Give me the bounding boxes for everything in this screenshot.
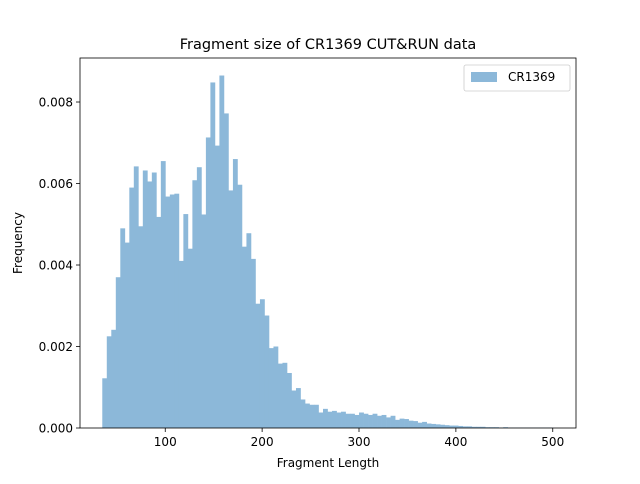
histogram-bar [373, 414, 378, 428]
histogram-bar [386, 417, 391, 428]
chart-title: Fragment size of CR1369 CUT&RUN data [180, 37, 477, 53]
histogram-bar [147, 181, 152, 428]
histogram-bar [359, 413, 364, 428]
histogram-bar [264, 316, 269, 428]
y-tick-label: 0.004 [39, 258, 73, 272]
histogram-bar [291, 391, 296, 428]
histogram-bar [368, 415, 373, 428]
histogram-bar [287, 373, 292, 428]
histogram-bar [310, 405, 315, 428]
y-tick-label: 0.000 [39, 421, 73, 435]
histogram-bar [391, 416, 396, 428]
histogram-bar [418, 423, 423, 428]
histogram-bar [201, 214, 206, 428]
histogram-bar [224, 113, 229, 428]
histogram-bar [346, 414, 351, 428]
histogram-bar [161, 161, 166, 428]
histogram-bar [355, 415, 360, 428]
histogram-bar [436, 424, 441, 428]
histogram-bar [237, 185, 242, 428]
histogram-bar [300, 399, 305, 428]
histogram-bar [251, 259, 256, 428]
histogram-bar [102, 378, 107, 428]
histogram-bar [246, 233, 251, 428]
legend-swatch [471, 72, 497, 82]
histogram-bar [210, 82, 215, 428]
histogram-bar [328, 412, 333, 428]
histogram-bar [183, 214, 188, 428]
x-axis-label: Fragment Length [277, 456, 380, 470]
x-tick-label: 200 [251, 435, 274, 449]
histogram-bar [111, 330, 116, 428]
x-axis-ticks: 100 200 300 400 500 [154, 428, 564, 449]
histogram-bar [269, 348, 274, 428]
histogram-bar [273, 347, 278, 429]
histogram-bar [260, 299, 265, 428]
histogram-bar [188, 249, 193, 428]
histogram-bar [314, 405, 319, 428]
histogram-bar [125, 243, 130, 428]
histogram-bar [427, 424, 432, 428]
histogram-bar [282, 363, 287, 428]
histogram-bar [337, 413, 342, 428]
y-tick-label: 0.008 [39, 95, 73, 109]
histogram-bar [156, 217, 161, 428]
y-tick-label: 0.006 [39, 177, 73, 191]
histogram-bar [319, 413, 324, 428]
histogram-bar [215, 146, 220, 428]
histogram-bar [138, 226, 143, 428]
histogram-bar [440, 425, 445, 428]
histogram-bar [242, 247, 247, 428]
histogram-bar [278, 364, 283, 428]
histogram-bar [120, 228, 125, 428]
histogram-bar [228, 190, 233, 428]
histogram-bar [192, 180, 197, 428]
histogram-bar [400, 419, 405, 428]
histogram-bar [233, 159, 238, 428]
histogram-bar [332, 411, 337, 428]
histogram-bar [197, 167, 202, 428]
histogram-bar [143, 170, 148, 428]
x-tick-label: 400 [444, 435, 467, 449]
histogram-bar [129, 188, 134, 428]
histogram-bar [206, 137, 211, 428]
histogram-bar [341, 412, 346, 428]
histogram-bar [107, 336, 112, 428]
histogram-bars [102, 76, 553, 428]
histogram-bar [431, 424, 436, 428]
x-tick-label: 300 [348, 435, 371, 449]
x-tick-label: 100 [154, 435, 177, 449]
histogram-bar [134, 166, 139, 428]
y-tick-label: 0.002 [39, 340, 73, 354]
histogram-bar [152, 173, 157, 429]
histogram-bar [382, 415, 387, 428]
histogram-bar [179, 261, 184, 428]
histogram-bar [305, 404, 310, 428]
histogram-bar [404, 419, 409, 428]
histogram-bar [116, 277, 121, 428]
histogram-bar [165, 197, 170, 428]
legend: CR1369 [464, 65, 570, 91]
histogram-bar [395, 420, 400, 428]
histogram-bar [445, 425, 450, 428]
histogram-bar [377, 416, 382, 428]
histogram-bar [364, 414, 369, 428]
histogram-bar [413, 421, 418, 428]
histogram-bar [422, 422, 427, 428]
histogram-bar [170, 195, 175, 428]
histogram-bar [409, 421, 414, 428]
y-axis-label: Frequency [11, 212, 25, 274]
histogram-bar [296, 388, 301, 428]
histogram-bar [219, 76, 224, 428]
histogram-bar [174, 194, 179, 428]
histogram-bar [255, 304, 260, 428]
histogram-bar [350, 414, 355, 428]
legend-label: CR1369 [508, 70, 555, 84]
histogram-bar [323, 409, 328, 428]
x-tick-label: 500 [541, 435, 564, 449]
y-axis-ticks: 0.000 0.002 0.004 0.006 0.008 [39, 95, 80, 435]
